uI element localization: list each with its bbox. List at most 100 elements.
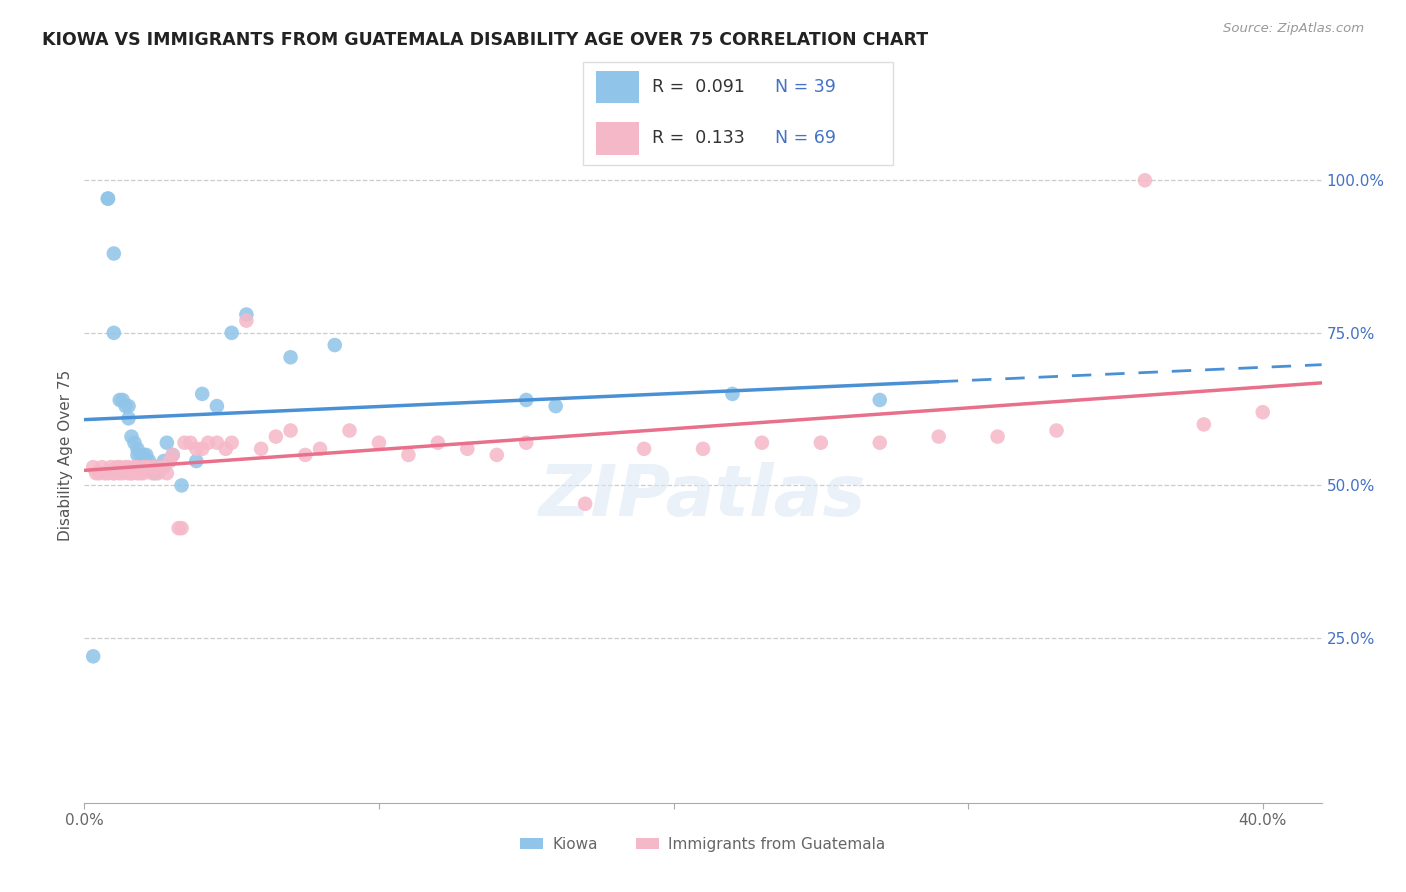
Point: [138, 460, 160, 475]
Point: [156, 467, 179, 481]
Point: [117, 399, 139, 413]
Point: [156, 435, 179, 450]
Text: Source: ZipAtlas.com: Source: ZipAtlas.com: [1223, 22, 1364, 36]
Point: [117, 467, 139, 481]
Point: [141, 460, 163, 475]
Point: [141, 467, 163, 481]
Point: [396, 448, 419, 462]
Point: [250, 442, 273, 456]
Text: N = 39: N = 39: [775, 78, 837, 96]
Y-axis label: Disability Age Over 75: Disability Age Over 75: [58, 369, 73, 541]
Point: [84, 467, 107, 481]
Point: [117, 411, 139, 425]
Point: [108, 460, 131, 475]
Point: [121, 467, 143, 481]
Point: [186, 454, 208, 468]
Point: [132, 460, 155, 475]
Text: KIOWA VS IMMIGRANTS FROM GUATEMALA DISABILITY AGE OVER 75 CORRELATION CHART: KIOWA VS IMMIGRANTS FROM GUATEMALA DISAB…: [42, 31, 928, 49]
Point: [153, 454, 176, 468]
Point: [162, 448, 184, 462]
Point: [143, 460, 166, 475]
Point: [127, 442, 149, 456]
Point: [146, 460, 169, 475]
Point: [97, 192, 120, 206]
Point: [1251, 405, 1274, 419]
Point: [574, 497, 596, 511]
Point: [105, 460, 128, 475]
Point: [544, 399, 567, 413]
Point: [114, 399, 136, 413]
Point: [135, 460, 157, 475]
Point: [135, 448, 157, 462]
Point: [215, 442, 238, 456]
Point: [103, 326, 125, 340]
Point: [149, 460, 172, 475]
Point: [280, 351, 302, 365]
Point: [264, 429, 287, 443]
Point: [205, 435, 228, 450]
Point: [191, 442, 214, 456]
Point: [82, 460, 104, 475]
Point: [294, 448, 316, 462]
Point: [103, 467, 125, 481]
Point: [205, 399, 228, 413]
Point: [94, 467, 117, 481]
Point: [149, 460, 172, 475]
Point: [751, 435, 773, 450]
Text: R =  0.133: R = 0.133: [651, 129, 744, 147]
Point: [721, 387, 744, 401]
Point: [456, 442, 478, 456]
Point: [1192, 417, 1215, 432]
Text: R =  0.091: R = 0.091: [651, 78, 744, 96]
Point: [127, 448, 149, 462]
Point: [179, 435, 201, 450]
Point: [186, 442, 208, 456]
Point: [323, 338, 346, 352]
Point: [127, 460, 149, 475]
Point: [221, 326, 243, 340]
Point: [235, 308, 257, 322]
Point: [515, 435, 537, 450]
Point: [103, 467, 125, 481]
Point: [121, 429, 143, 443]
Point: [108, 467, 131, 481]
Point: [1133, 173, 1156, 187]
Point: [111, 392, 134, 407]
Point: [132, 448, 155, 462]
Point: [124, 435, 146, 450]
Point: [91, 460, 114, 475]
Bar: [596, 122, 640, 155]
Text: ZIPatlas: ZIPatlas: [540, 462, 866, 531]
Point: [127, 467, 149, 481]
Point: [221, 435, 243, 450]
Point: [162, 448, 184, 462]
Point: [368, 435, 391, 450]
Point: [197, 435, 219, 450]
Point: [928, 429, 950, 443]
Point: [485, 448, 508, 462]
Bar: [596, 70, 640, 103]
Point: [515, 392, 537, 407]
Point: [153, 460, 176, 475]
Point: [103, 246, 125, 260]
Point: [1045, 424, 1067, 438]
Point: [869, 392, 891, 407]
Point: [633, 442, 655, 456]
Point: [117, 460, 139, 475]
Point: [114, 460, 136, 475]
Point: [132, 460, 155, 475]
Point: [167, 521, 190, 535]
Point: [235, 313, 257, 327]
Point: [426, 435, 449, 450]
Point: [97, 192, 120, 206]
Point: [173, 435, 195, 450]
Point: [87, 467, 110, 481]
Point: [170, 521, 193, 535]
Point: [309, 442, 332, 456]
Point: [869, 435, 891, 450]
Point: [146, 467, 169, 481]
Point: [100, 460, 122, 475]
Point: [138, 460, 160, 475]
Legend: Kiowa, Immigrants from Guatemala: Kiowa, Immigrants from Guatemala: [515, 830, 891, 858]
Point: [692, 442, 714, 456]
